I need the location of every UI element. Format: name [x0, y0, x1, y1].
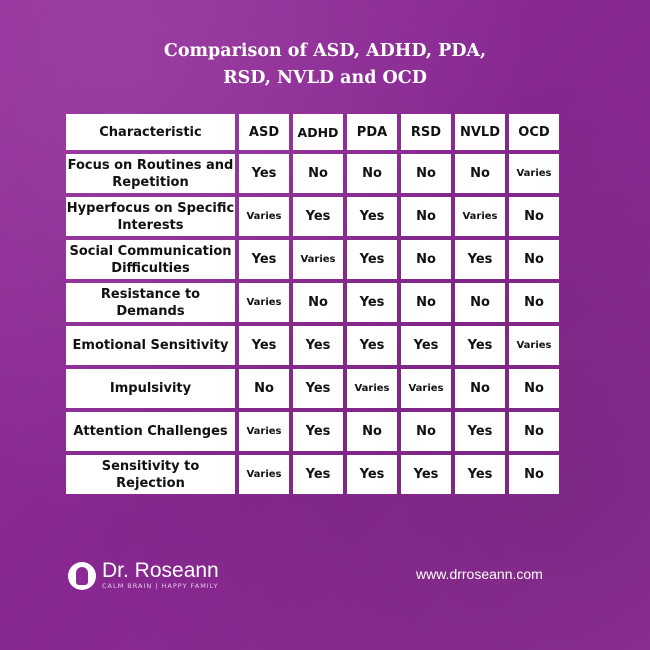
- row-label: Sensitivity to Rejection: [66, 455, 235, 494]
- table-row: Focus on Routines and Repetition Yes No No N…: [66, 154, 559, 193]
- table-header-row: Characteristic ASD ADHD PDA RSD NVLD OCD: [66, 114, 559, 150]
- table-cell: Yes: [347, 283, 397, 322]
- table-row: Impulsivity No Yes Varies Varies No No: [66, 369, 559, 408]
- table-cell: No: [401, 412, 451, 451]
- table-cell: No: [347, 154, 397, 193]
- header-pda: PDA: [347, 114, 397, 150]
- row-label: Focus on Routines and Repetition: [66, 154, 235, 193]
- logo-tagline: CALM BRAIN | HAPPY FAMILY: [102, 582, 219, 590]
- table-cell: No: [293, 154, 343, 193]
- brand-logo: Dr. Roseann CALM BRAIN | HAPPY FAMILY: [68, 560, 219, 591]
- title-line-2: RSD, NVLD and OCD: [223, 68, 427, 88]
- table-cell: Varies: [347, 369, 397, 408]
- table-cell: No: [509, 455, 559, 494]
- table-cell: Varies: [239, 455, 289, 494]
- table-cell: Yes: [347, 197, 397, 236]
- table-cell: Yes: [293, 369, 343, 408]
- table-cell: No: [509, 412, 559, 451]
- table-cell: No: [239, 369, 289, 408]
- page-title: Comparison of ASD, ADHD, PDA, RSD, NVLD …: [0, 38, 650, 92]
- header-ocd: OCD: [509, 114, 559, 150]
- table-cell: Yes: [455, 455, 505, 494]
- table-cell: Varies: [455, 197, 505, 236]
- header-characteristic: Characteristic: [66, 114, 235, 150]
- table-cell: Yes: [455, 240, 505, 279]
- table-cell: No: [509, 369, 559, 408]
- table-cell: No: [455, 154, 505, 193]
- head-silhouette-icon: [68, 561, 96, 590]
- row-label: Attention Challenges: [66, 412, 235, 451]
- table-cell: Yes: [347, 240, 397, 279]
- table-cell: Yes: [239, 326, 289, 365]
- row-label: Emotional Sensitivity: [66, 326, 235, 365]
- table-cell: No: [347, 412, 397, 451]
- header-rsd: RSD: [401, 114, 451, 150]
- table-cell: No: [401, 240, 451, 279]
- table-cell: No: [509, 197, 559, 236]
- table-cell: Yes: [401, 326, 451, 365]
- table-cell: Yes: [347, 455, 397, 494]
- comparison-table: Characteristic ASD ADHD PDA RSD NVLD OCD…: [62, 110, 563, 498]
- table-cell: Yes: [347, 326, 397, 365]
- table-cell: Varies: [401, 369, 451, 408]
- header-adhd: ADHD: [293, 114, 343, 150]
- table-cell: No: [401, 154, 451, 193]
- table-cell: Yes: [401, 455, 451, 494]
- table-cell: No: [401, 197, 451, 236]
- table-cell: No: [509, 240, 559, 279]
- table-row: Resistance to Demands Varies No Yes No No No: [66, 283, 559, 322]
- table-cell: Varies: [239, 197, 289, 236]
- table-cell: Yes: [293, 412, 343, 451]
- row-label: Impulsivity: [66, 369, 235, 408]
- table-cell: No: [455, 369, 505, 408]
- header-asd: ASD: [239, 114, 289, 150]
- website-url: www.drroseann.com: [416, 566, 543, 582]
- table-cell: No: [401, 283, 451, 322]
- row-label: Hyperfocus on Specific Interests: [66, 197, 235, 236]
- table-cell: Yes: [239, 154, 289, 193]
- header-nvld: NVLD: [455, 114, 505, 150]
- table-cell: No: [293, 283, 343, 322]
- table-cell: Varies: [509, 326, 559, 365]
- table-cell: Yes: [239, 240, 289, 279]
- table-cell: Varies: [239, 412, 289, 451]
- table-cell: Varies: [293, 240, 343, 279]
- title-line-1: Comparison of ASD, ADHD, PDA,: [163, 41, 487, 61]
- row-label: Social Communication Difficulties: [66, 240, 235, 279]
- table-row: Emotional Sensitivity Yes Yes Yes Yes Yes Vari…: [66, 326, 559, 365]
- table-row: Social Communication Difficulties Yes Vari…: [66, 240, 559, 279]
- logo-text: Dr. Roseann CALM BRAIN | HAPPY FAMILY: [102, 560, 219, 591]
- table-cell: Varies: [239, 283, 289, 322]
- row-label: Resistance to Demands: [66, 283, 235, 322]
- table-row: Attention Challenges Varies Yes No No Yes No: [66, 412, 559, 451]
- table-cell: Yes: [455, 412, 505, 451]
- table-row: Hyperfocus on Specific Interests Varies Ye…: [66, 197, 559, 236]
- table-row: Sensitivity to Rejection Varies Yes Yes Yes Y…: [66, 455, 559, 494]
- table-cell: Yes: [293, 197, 343, 236]
- table-cell: Varies: [509, 154, 559, 193]
- logo-name: Dr. Roseann: [102, 559, 219, 582]
- table-cell: Yes: [455, 326, 505, 365]
- table-cell: Yes: [293, 326, 343, 365]
- table-cell: No: [509, 283, 559, 322]
- table-cell: No: [455, 283, 505, 322]
- table-cell: Yes: [293, 455, 343, 494]
- comparison-table-body: Characteristic ASD ADHD PDA RSD NVLD OCD…: [66, 114, 559, 494]
